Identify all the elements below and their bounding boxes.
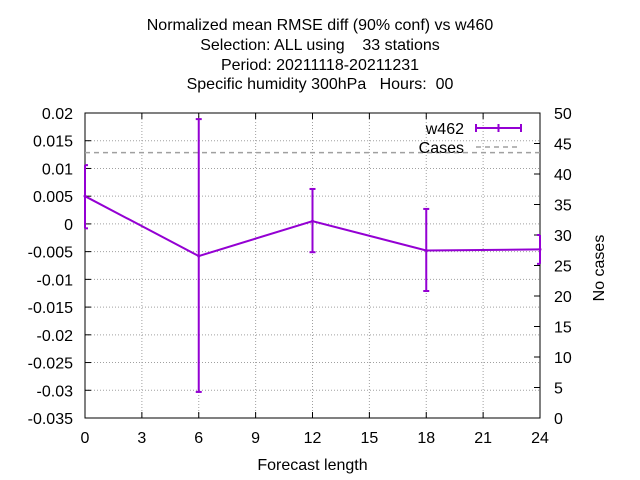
title-line-3: Period: 20211118-20211231 — [220, 57, 420, 74]
y-tick-label: 0 — [64, 217, 73, 234]
y2-tick-label: 35 — [554, 198, 572, 215]
x-axis-ticks: 0 3 6 9 12 15 18 21 24 — [81, 113, 549, 447]
w462-point — [83, 194, 87, 198]
y2-tick-label: 5 — [554, 381, 563, 398]
y2-axis-label: No cases — [591, 235, 608, 302]
x-tick-label: 24 — [531, 430, 549, 447]
y2-tick-label: 30 — [554, 228, 572, 245]
y-tick-label: 0.005 — [33, 189, 73, 206]
w462-point — [311, 219, 314, 223]
x-tick-label: 9 — [251, 430, 260, 447]
y-tick-label: 0.015 — [33, 134, 73, 151]
legend-label-cases: Cases — [419, 140, 464, 157]
x-tick-label: 15 — [360, 430, 378, 447]
w462-point — [424, 249, 428, 253]
y2-tick-label: 10 — [554, 350, 572, 367]
legend: w462 Cases — [419, 121, 522, 157]
x-tick-label: 12 — [304, 430, 322, 447]
y-tick-label: -0.01 — [37, 272, 74, 289]
y-tick-label: -0.015 — [28, 300, 73, 317]
y2-tick-label: 45 — [554, 137, 572, 154]
y2-tick-label: 20 — [554, 289, 572, 306]
y-tick-label: -0.005 — [28, 245, 73, 262]
y-tick-label: -0.025 — [28, 356, 73, 373]
y-tick-label: 0.02 — [42, 106, 73, 123]
x-tick-label: 6 — [194, 430, 203, 447]
x-tick-label: 18 — [417, 430, 435, 447]
grid-lines — [85, 113, 540, 418]
y-axis-ticks: 0.02 0.015 0.01 0.005 0 -0.005 -0.01 -0.015 -0.0… — [28, 106, 91, 428]
series-layer — [83, 118, 542, 393]
x-tick-label: 21 — [474, 430, 492, 447]
title-line-1: Normalized mean RMSE diff (90% conf) vs … — [146, 17, 494, 34]
y2-tick-label: 0 — [554, 411, 563, 428]
y2-tick-label: 40 — [554, 167, 572, 184]
w462-point — [197, 254, 201, 258]
w462-point — [538, 247, 542, 251]
title-line-4: Specific humidity 300hPa Hours: 00 — [186, 76, 454, 93]
title-line-2: Selection: ALL using 33 stations — [200, 37, 440, 54]
x-tick-label: 0 — [81, 430, 90, 447]
x-axis-label: Forecast length — [257, 457, 367, 474]
x-tick-label: 3 — [137, 430, 146, 447]
y2-tick-label: 25 — [554, 259, 572, 276]
y-tick-label: -0.02 — [37, 328, 74, 345]
y-tick-label: -0.035 — [28, 411, 73, 428]
y2-tick-label: 15 — [554, 320, 572, 337]
legend-label-w462: w462 — [425, 121, 464, 138]
y-tick-label: 0.01 — [42, 161, 73, 178]
y2-tick-label: 50 — [554, 106, 572, 123]
y-tick-label: -0.03 — [37, 383, 74, 400]
